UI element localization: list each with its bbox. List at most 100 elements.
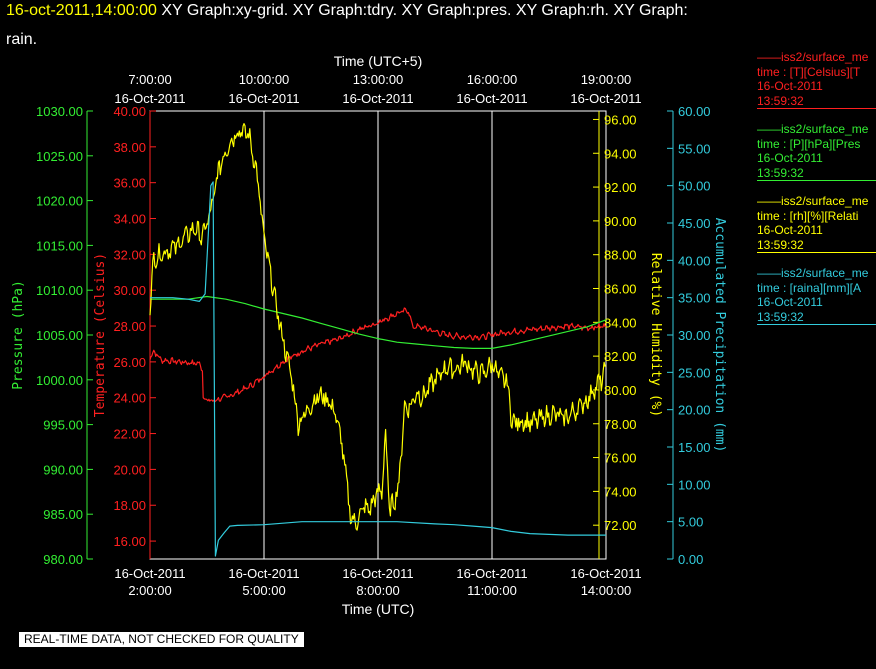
quality-warning-banner: REAL-TIME DATA, NOT CHECKED FOR QUALITY <box>19 632 304 647</box>
legend-series-date: 16-Oct-2011 <box>757 295 823 309</box>
graph-title-continued: rain. <box>6 31 38 48</box>
temperature-tick-label: 24.00 <box>113 391 146 406</box>
humidity-tick-label: 72.00 <box>604 518 637 533</box>
series-line-pressure <box>150 295 607 349</box>
legend-series-time: 13:59:32 <box>757 165 804 180</box>
pressure-tick-label: 1025.00 <box>36 149 83 164</box>
temperature-tick-label: 22.00 <box>113 427 146 442</box>
humidity-tick-label: 86.00 <box>604 282 637 297</box>
x-top-tick-time: 19:00:00 <box>581 72 632 87</box>
humidity-tick-label: 92.00 <box>604 180 637 195</box>
precip-tick-label: 20.00 <box>678 403 711 418</box>
x-bottom-tick-date: 16-Oct-2011 <box>342 566 413 581</box>
pressure-tick-label: 985.00 <box>43 507 83 522</box>
x-bottom-tick-date: 16-Oct-2011 <box>228 566 299 581</box>
pressure-tick-label: 1030.00 <box>36 104 83 119</box>
legend-series-desc: time : [P][hPa][Pres <box>757 136 861 151</box>
legend-entry: ——iss2/surface_me time : [T][Celsius][T 16… <box>757 50 876 109</box>
legend-series-desc: time : [T][Celsius][T <box>757 64 861 79</box>
temperature-tick-label: 20.00 <box>113 462 146 477</box>
legend-series-name: ——iss2/surface_me <box>757 266 869 280</box>
x-bottom-tick-time: 2:00:00 <box>128 583 171 598</box>
legend-series-name: ——iss2/surface_me <box>757 194 869 208</box>
temperature-tick-label: 34.00 <box>113 212 146 227</box>
precip-tick-label: 45.00 <box>678 216 711 231</box>
precip-tick-label: 40.00 <box>678 253 711 268</box>
temperature-tick-label: 36.00 <box>113 176 146 191</box>
legend-series-name: ——iss2/surface_me <box>757 122 869 136</box>
series-line-precip <box>150 181 606 557</box>
x-bottom-tick-time: 8:00:00 <box>356 583 399 598</box>
legend-series-desc: time : [rh][%][Relati <box>757 208 859 223</box>
legend-entry: ——iss2/surface_me time : [rh][%][Relati 16… <box>757 194 876 253</box>
pressure-tick-label: 980.00 <box>43 552 83 567</box>
legend-series-date: 16-Oct-2011 <box>757 151 823 165</box>
series-line-humidity <box>149 122 607 531</box>
legend-series-date: 16-Oct-2011 <box>757 79 823 93</box>
x-top-tick-date: 16-Oct-2011 <box>228 91 299 106</box>
humidity-tick-label: 94.00 <box>604 146 637 161</box>
legend-series-time: 13:59:32 <box>757 237 804 252</box>
precip-tick-label: 15.00 <box>678 440 711 455</box>
humidity-tick-label: 84.00 <box>604 315 637 330</box>
temperature-tick-label: 38.00 <box>113 140 146 155</box>
series-line-temperature <box>149 307 607 403</box>
precip-tick-label: 35.00 <box>678 291 711 306</box>
temperature-tick-label: 40.00 <box>113 104 146 119</box>
x-top-axis-label: Time (UTC+5) <box>334 53 423 69</box>
humidity-tick-label: 90.00 <box>604 214 637 229</box>
legend-series-time: 13:59:32 <box>757 93 804 108</box>
precip-axis-label: Accumulated Precipitation (mm) <box>712 218 727 453</box>
pressure-tick-label: 1020.00 <box>36 194 83 209</box>
precip-tick-label: 5.00 <box>678 515 703 530</box>
legend-series-desc: time : [raina][mm][A <box>757 280 862 295</box>
x-bottom-tick-date: 16-Oct-2011 <box>570 566 641 581</box>
temperature-tick-label: 18.00 <box>113 498 146 513</box>
title-timestamp: 16-oct-2011,14:00:00 <box>6 2 157 19</box>
temperature-tick-label: 16.00 <box>113 534 146 549</box>
x-top-tick-time: 16:00:00 <box>467 72 518 87</box>
precip-tick-label: 55.00 <box>678 141 711 156</box>
graph-title: 16-oct-2011,14:00:00 XY Graph:xy-grid. X… <box>6 2 688 20</box>
x-bottom-tick-time: 11:00:00 <box>467 583 517 598</box>
x-bottom-axis-label: Time (UTC) <box>342 601 415 617</box>
precip-tick-label: 30.00 <box>678 328 711 343</box>
pressure-tick-label: 990.00 <box>43 462 83 477</box>
humidity-tick-label: 88.00 <box>604 248 637 263</box>
x-top-tick-time: 13:00:00 <box>353 72 404 87</box>
legend-series-name: ——iss2/surface_me <box>757 50 869 64</box>
x-top-tick-date: 16-Oct-2011 <box>570 91 641 106</box>
x-bottom-tick-date: 16-Oct-2011 <box>456 566 527 581</box>
x-top-tick-time: 10:00:00 <box>239 72 290 87</box>
title-graph-list: XY Graph:xy-grid. XY Graph:tdry. XY Grap… <box>156 2 688 19</box>
x-top-tick-time: 7:00:00 <box>128 72 171 87</box>
humidity-tick-label: 80.00 <box>604 383 637 398</box>
pressure-axis-label: Pressure (hPa) <box>11 280 26 390</box>
x-bottom-tick-time: 5:00:00 <box>242 583 285 598</box>
pressure-tick-label: 1015.00 <box>36 238 83 253</box>
precip-tick-label: 0.00 <box>678 552 703 567</box>
precip-tick-label: 60.00 <box>678 104 711 119</box>
temperature-tick-label: 28.00 <box>113 319 146 334</box>
humidity-tick-label: 78.00 <box>604 417 637 432</box>
legend-series-date: 16-Oct-2011 <box>757 223 823 237</box>
x-top-tick-date: 16-Oct-2011 <box>456 91 527 106</box>
pressure-tick-label: 1010.00 <box>36 283 83 298</box>
temperature-axis-label: Temperature (Celsius) <box>93 253 108 417</box>
legend-series-time: 13:59:32 <box>757 309 804 324</box>
temperature-tick-label: 26.00 <box>113 355 146 370</box>
pressure-tick-label: 1000.00 <box>36 373 83 388</box>
temperature-tick-label: 32.00 <box>113 247 146 262</box>
x-bottom-tick-date: 16-Oct-2011 <box>114 566 185 581</box>
precip-tick-label: 10.00 <box>678 477 711 492</box>
x-top-tick-date: 16-Oct-2011 <box>114 91 185 106</box>
precip-tick-label: 25.00 <box>678 365 711 380</box>
legend-entry: ——iss2/surface_me time : [raina][mm][A 16-… <box>757 266 876 325</box>
humidity-tick-label: 96.00 <box>604 112 637 127</box>
x-bottom-tick-time: 14:00:00 <box>581 583 632 598</box>
pressure-tick-label: 995.00 <box>43 418 83 433</box>
x-top-tick-date: 16-Oct-2011 <box>342 91 413 106</box>
legend-entry: ——iss2/surface_me time : [P][hPa][Pres 16-… <box>757 122 876 181</box>
humidity-tick-label: 76.00 <box>604 451 637 466</box>
